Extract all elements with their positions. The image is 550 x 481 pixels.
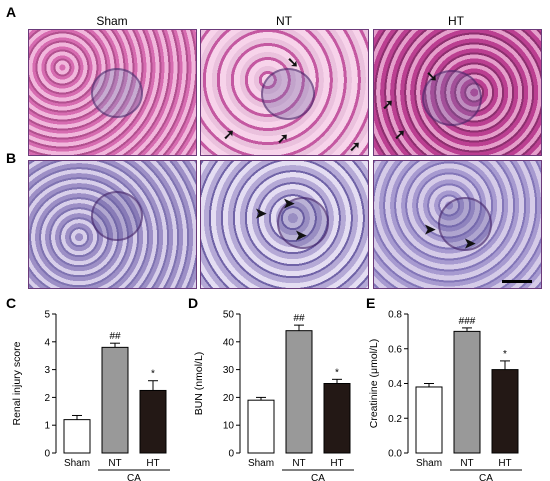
micrograph-b-nt: ➤ ➤ ➤ [200,160,369,289]
category-label: HT [330,458,343,469]
panel-letter-c: C [6,295,17,311]
arrowhead-icon: ➤ [255,205,267,221]
category-label: Sham [248,458,274,469]
y-tick-label: 0.2 [388,414,402,425]
category-label: Sham [64,458,90,469]
y-tick-label: 0 [228,449,234,460]
arrow-icon: ➚ [223,126,235,142]
category-label: HT [146,458,159,469]
arrow-icon: ➚ [349,138,361,154]
category-label: Sham [416,458,442,469]
y-axis-label: Creatinine (μmol/L) [368,339,380,429]
bar [101,346,129,454]
bar [247,399,275,454]
y-tick-label: 0 [44,449,50,460]
significance-label: * [151,369,155,380]
bar [285,330,313,454]
glomerulus [91,68,143,118]
category-label: NT [292,458,305,469]
y-tick-label: 4 [44,337,50,348]
significance-label: ## [293,313,305,324]
panel-letter-b: B [6,150,17,166]
category-label: HT [498,458,511,469]
y-tick-label: 1 [44,421,50,432]
glomerulus [422,70,482,126]
category-label: NT [108,458,121,469]
glomerulus [277,197,329,249]
arrowhead-icon: ➤ [464,235,476,251]
bar [453,330,481,454]
glomerulus [91,191,143,241]
micrograph-b-ht: ➤ ➤ [373,160,542,289]
y-axis-label: Renal injury score [11,341,23,425]
arrow-icon: ➚ [382,96,394,112]
chart-bun: 0 10 20 30 40 50 BUN (nmol/L) Sham ## NT * HT CA [193,310,354,481]
column-title-ht: HT [448,14,464,28]
y-tick-label: 50 [223,310,235,321]
arrow-icon: ➘ [287,54,299,70]
glomerulus [261,68,315,120]
y-tick-label: 40 [223,337,235,348]
significance-label: * [335,367,339,378]
panel-letter-e: E [366,295,376,311]
y-tick-label: 10 [223,421,235,432]
significance-label: * [503,349,507,360]
column-title-nt: NT [276,14,292,28]
bar [415,386,443,454]
y-tick-label: 20 [223,393,235,404]
micrograph-a-sham [28,29,197,156]
arrowhead-icon: ➤ [295,227,307,243]
y-tick-label: 0.0 [388,449,402,460]
y-axis-label: BUN (nmol/L) [193,352,205,416]
glomerulus [438,197,492,251]
scale-bar [502,280,532,283]
panel-letter-d: D [188,295,199,311]
category-label: NT [460,458,473,469]
arrow-icon: ➚ [394,126,406,142]
y-tick-label: 5 [44,310,50,321]
y-tick-label: 0.6 [388,344,402,355]
bar [491,369,519,454]
group-label: CA [479,473,493,481]
significance-label: ### [459,316,476,327]
arrowhead-icon: ➤ [424,221,436,237]
bar [139,389,167,454]
group-label: CA [127,473,141,481]
y-tick-label: 0.8 [388,310,402,321]
bar [323,383,351,454]
y-tick-label: 30 [223,365,235,376]
chart-renal-injury: 0 1 2 3 4 5 Renal injury score Sham ## NT * HT CA [11,310,170,481]
micrograph-a-ht: ➘ ➚ ➚ [373,29,542,156]
column-title-sham: Sham [96,14,128,28]
micrograph-b-sham [28,160,197,289]
arrowhead-icon: ➤ [283,195,295,211]
group-label: CA [311,473,325,481]
y-tick-label: 3 [44,365,50,376]
bar [63,419,91,454]
significance-label: ## [109,331,121,342]
chart-creatinine: 0.0 0.2 0.4 0.6 0.8 Creatinine (μmol/L) Sham ##… [368,310,522,481]
micrograph-a-nt: ➘ ➚ ➚ ➚ [200,29,369,156]
panel-letter-a: A [6,4,17,20]
arrow-icon: ➚ [277,130,289,146]
arrow-icon: ➘ [426,68,438,84]
y-tick-label: 2 [44,393,50,404]
y-tick-label: 0.4 [388,379,402,390]
